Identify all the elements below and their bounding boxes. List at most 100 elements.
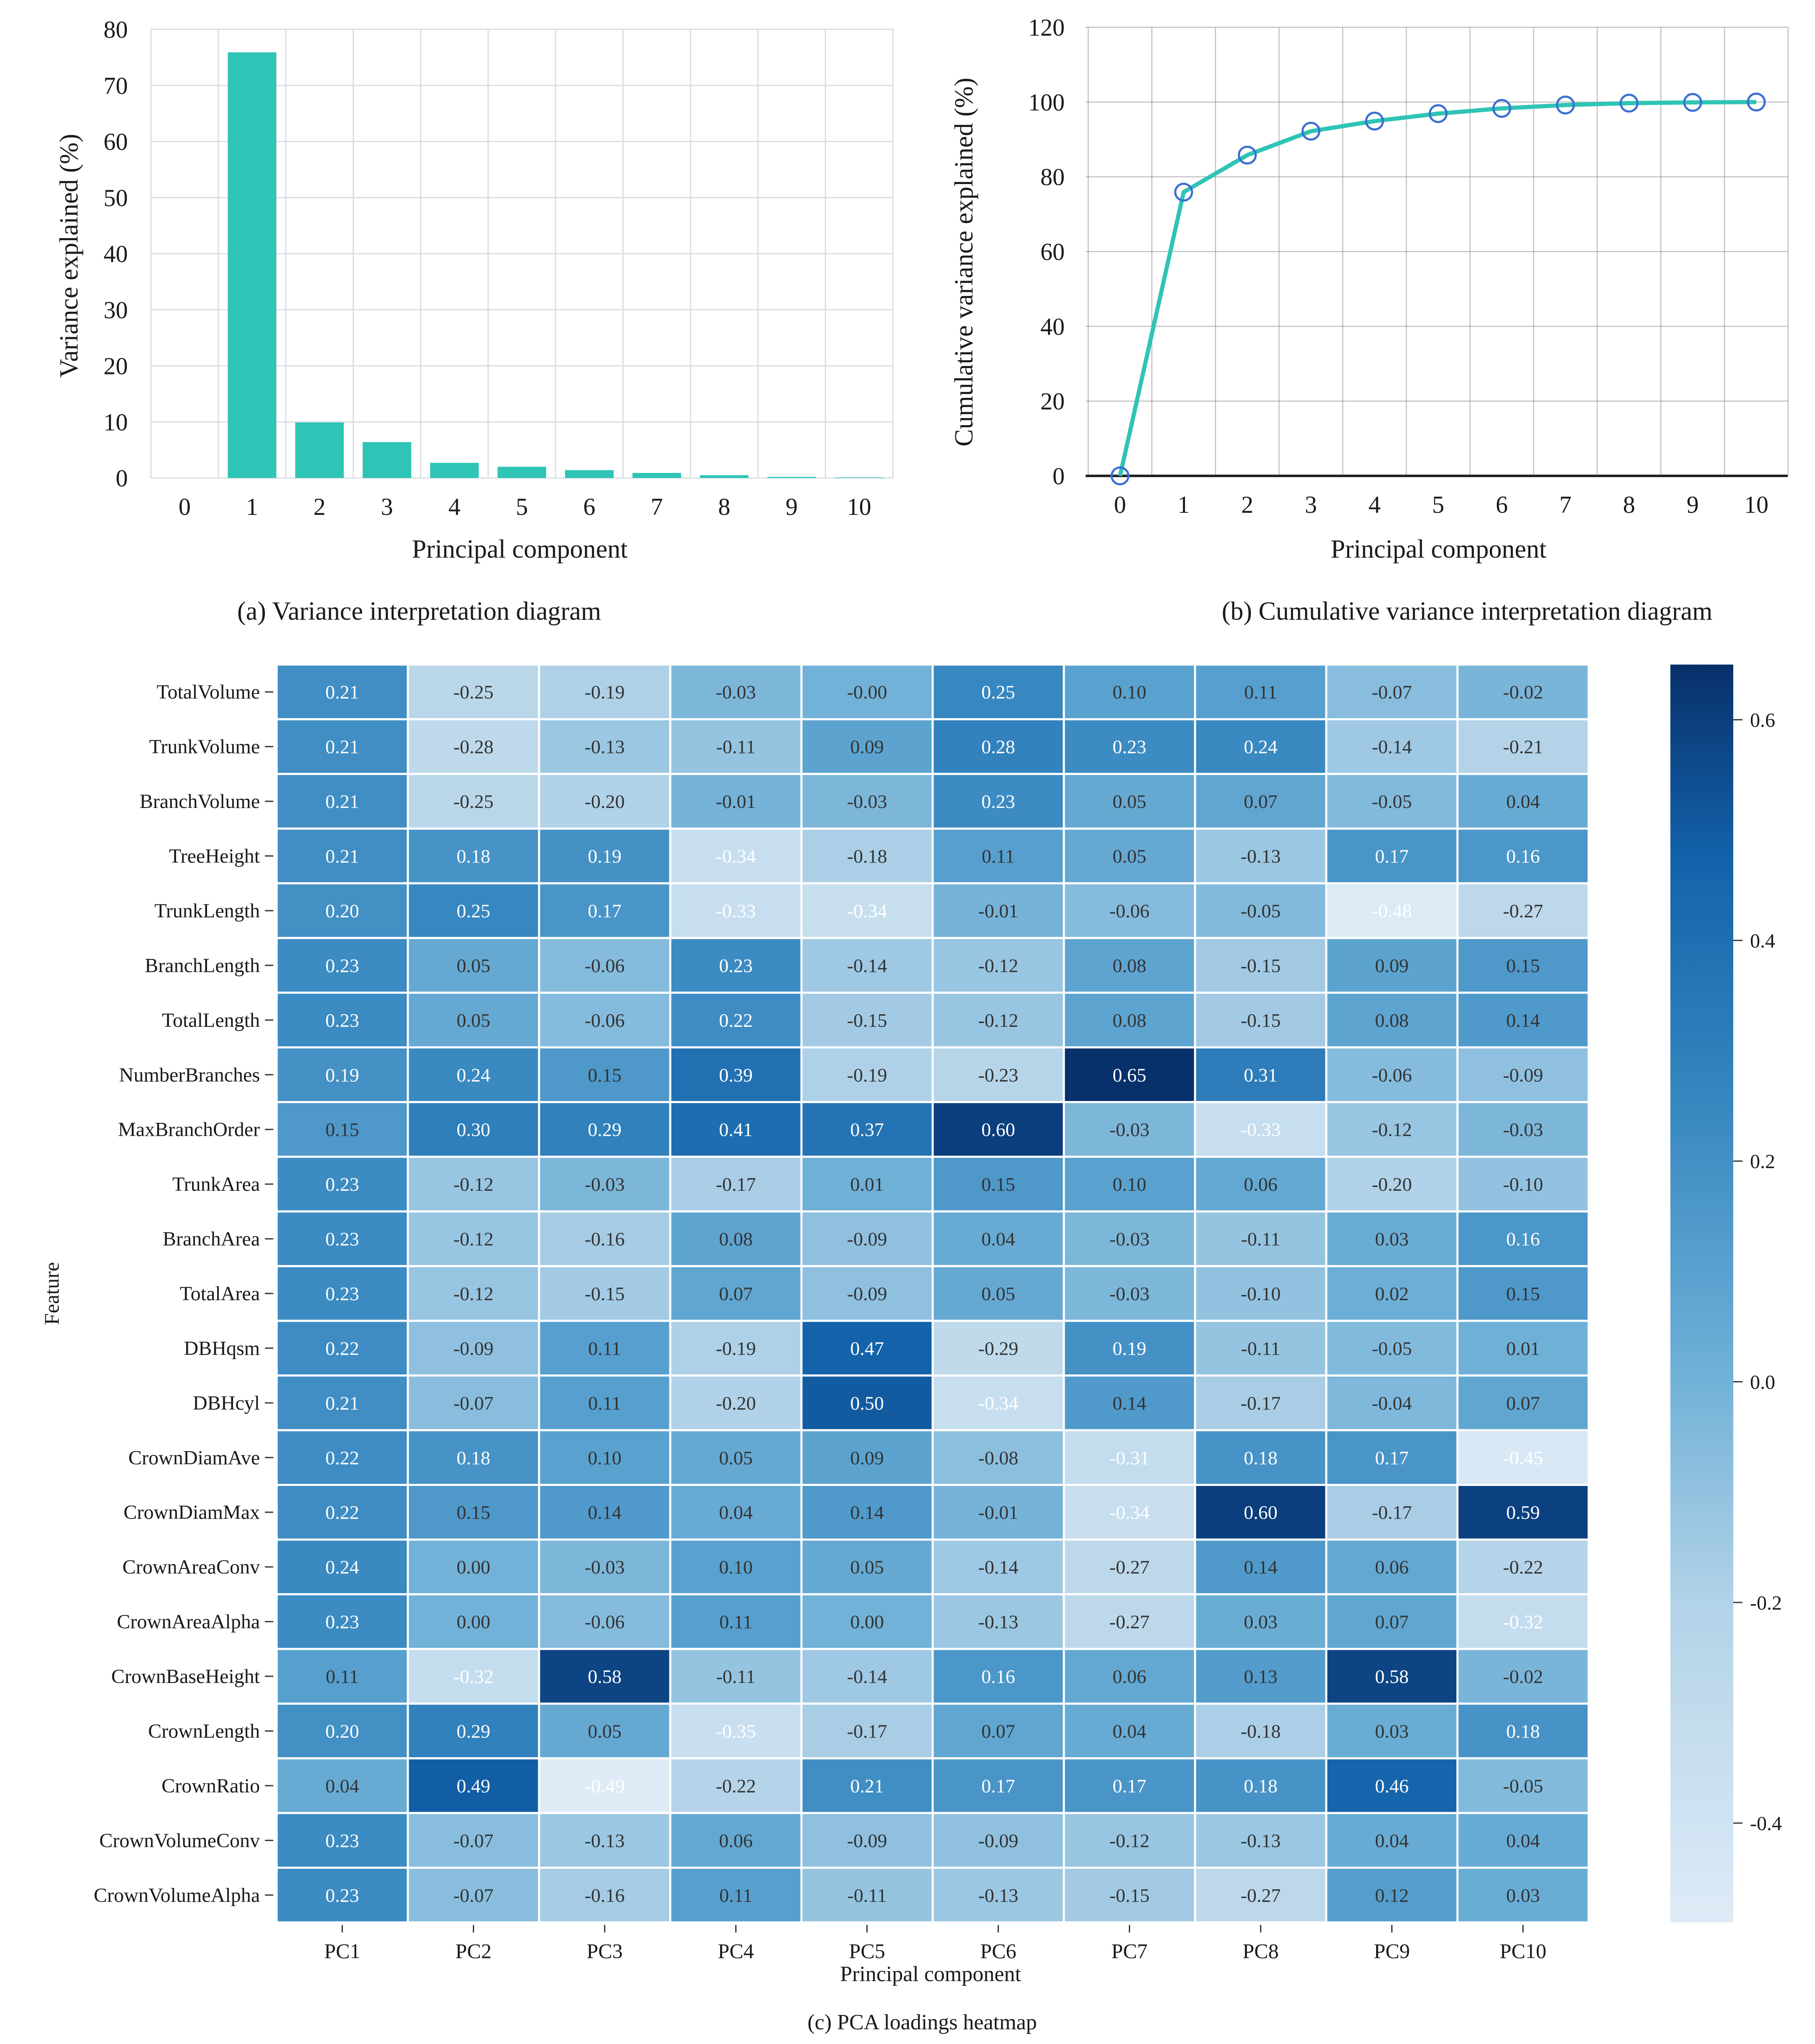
line-chart-y-tick-label: 40	[1040, 313, 1065, 340]
heatmap-cell-label: -0.17	[1372, 1502, 1412, 1523]
heatmap-cell	[275, 1867, 409, 1924]
variance-bar-chart: 0 10 20 30 40 50 60 70 80 0 1 2 3 4 5 6 7 8 9 10 Principal…	[55, 16, 894, 626]
heatmap-cell-label: 0.23	[325, 1830, 359, 1851]
heatmap-cell-label: 0.05	[850, 1556, 884, 1578]
heatmap-cell-label: -0.13	[978, 1611, 1019, 1633]
line-chart-y-tick-label: 100	[1028, 88, 1065, 116]
heatmap-cell-label: 0.21	[325, 791, 359, 812]
heatmap-cell-label: 0.20	[325, 900, 359, 922]
heatmap-cell-label: -0.34	[716, 846, 756, 867]
heatmap-cell-label: 0.28	[981, 736, 1015, 758]
heatmap-cell	[1194, 1046, 1328, 1103]
heatmap-cell-label: 0.06	[1375, 1556, 1409, 1578]
heatmap-cell-label: -0.09	[978, 1830, 1019, 1851]
heatmap-cell	[1063, 882, 1196, 939]
heatmap-cell-label: -0.18	[1241, 1720, 1281, 1742]
colorbar-tick-label: 0.2	[1750, 1151, 1775, 1173]
heatmap-cell-label: -0.07	[454, 1830, 494, 1851]
heatmap-cell-label: 0.16	[1506, 1228, 1540, 1250]
bar-chart-x-tick-label: 2	[314, 493, 326, 520]
heatmap-cell	[275, 1429, 409, 1486]
heatmap-cell-label: -0.05	[1372, 1338, 1412, 1359]
heatmap-cell-label: 0.06	[719, 1830, 753, 1851]
bar	[767, 477, 816, 478]
heatmap-cell-label: 0.23	[981, 791, 1015, 812]
bar-chart-y-tick-label: 10	[104, 408, 128, 436]
heatmap-cell-label: 0.23	[325, 1611, 359, 1633]
heatmap-cell	[1456, 1484, 1590, 1541]
heatmap-cell-label: 0.39	[719, 1064, 753, 1086]
bar-chart-y-tick-label: 50	[104, 184, 128, 211]
heatmap-cell-label: -0.25	[454, 791, 494, 812]
bar-chart-x-tick-label: 4	[449, 493, 461, 520]
heatmap-row-label: DBHqsm	[184, 1337, 260, 1359]
heatmap-cell-label: -0.29	[978, 1338, 1019, 1359]
heatmap-cell-label: 0.04	[1506, 1830, 1540, 1851]
heatmap-cell	[669, 1812, 803, 1869]
heatmap-cell	[1063, 1812, 1196, 1869]
line-chart-marker	[1238, 145, 1257, 165]
heatmap-row-label: TrunkArea	[172, 1173, 260, 1195]
heatmap-cell	[931, 1374, 1065, 1431]
heatmap-cell-label: -0.17	[716, 1174, 756, 1195]
colorbar-tick-label: -0.2	[1750, 1592, 1782, 1614]
heatmap-cell	[1063, 827, 1196, 885]
heatmap-cells: 0.21 -0.25 -0.19 -0.03 -0.00 0.25 0.10 0.11 -0.0…	[275, 663, 1590, 1924]
heatmap-cell	[275, 1538, 409, 1595]
heatmap-cell	[931, 937, 1065, 994]
bar-chart-y-tick-label: 40	[104, 240, 128, 268]
heatmap-cell-label: 0.22	[325, 1447, 359, 1468]
line-chart-y-tick-label: 20	[1040, 388, 1065, 415]
heatmap-cell-label: 0.17	[1112, 1775, 1146, 1797]
heatmap-cell-label: 0.18	[456, 1447, 490, 1468]
heatmap-cell	[931, 1757, 1065, 1814]
heatmap-cell	[1063, 1265, 1196, 1322]
heatmap-cell	[669, 1648, 803, 1705]
heatmap-cell	[1456, 1593, 1590, 1650]
heatmap-cell-label: 0.11	[982, 846, 1015, 867]
bar-chart-y-label: Variance explained (%)	[55, 134, 83, 378]
heatmap-cell	[1194, 827, 1328, 885]
heatmap-cell-label: -0.21	[1503, 736, 1543, 758]
heatmap-cell-label: -0.01	[978, 900, 1019, 922]
heatmap-cell	[1456, 827, 1590, 885]
line-chart-marker	[1365, 112, 1384, 131]
heatmap-cell-label: 0.08	[1375, 1010, 1409, 1031]
heatmap-cell	[1325, 1319, 1459, 1377]
heatmap-column-label: PC6	[980, 1939, 1016, 1963]
heatmap-cell-label: -0.00	[847, 681, 887, 703]
heatmap-column-label: PC2	[455, 1939, 491, 1963]
heatmap-cell-label: 0.08	[1112, 955, 1146, 976]
heatmap-cell	[1325, 1265, 1459, 1322]
heatmap-cell-label: -0.11	[847, 1885, 887, 1906]
heatmap-cell	[1194, 663, 1328, 720]
heatmap-cell	[275, 663, 409, 720]
heatmap-cell-label: 0.07	[981, 1720, 1015, 1742]
heatmap-cell-label: 0.00	[850, 1611, 884, 1633]
heatmap-cell-label: -0.10	[1241, 1283, 1281, 1304]
heatmap-cell-label: 0.22	[325, 1338, 359, 1359]
line-chart-marker	[1747, 92, 1766, 112]
heatmap-cell-label: -0.18	[847, 846, 887, 867]
heatmap-cell	[538, 1319, 672, 1377]
line-chart-x-tick-label: 3	[1305, 491, 1317, 518]
heatmap-cell-label: 0.16	[1506, 846, 1540, 867]
heatmap-cell	[1456, 1046, 1590, 1103]
bar-chart-y-ticks: 0 10 20 30 40 50 60 70 80	[104, 16, 128, 492]
heatmap-cell-label: 0.11	[588, 1338, 621, 1359]
heatmap-cell-label: 0.11	[326, 1666, 359, 1687]
heatmap-cell-label: 0.18	[456, 846, 490, 867]
heatmap-cell-label: -0.12	[978, 1010, 1019, 1031]
heatmap-cell-label: 0.18	[1506, 1720, 1540, 1742]
heatmap-cell	[800, 773, 934, 830]
heatmap-cell	[1456, 882, 1590, 939]
heatmap-cell-label: 0.07	[1375, 1611, 1409, 1633]
heatmap-cell-label: -0.11	[1241, 1338, 1280, 1359]
heatmap-cell	[669, 1538, 803, 1595]
heatmap-cell	[1325, 1757, 1459, 1814]
line-chart-x-tick-label: 2	[1241, 491, 1253, 518]
heatmap-cell	[1063, 1046, 1196, 1103]
heatmap-cell-label: 0.23	[719, 955, 753, 976]
heatmap-cell-label: 0.07	[719, 1283, 753, 1304]
heatmap-cell-label: -0.16	[585, 1228, 625, 1250]
